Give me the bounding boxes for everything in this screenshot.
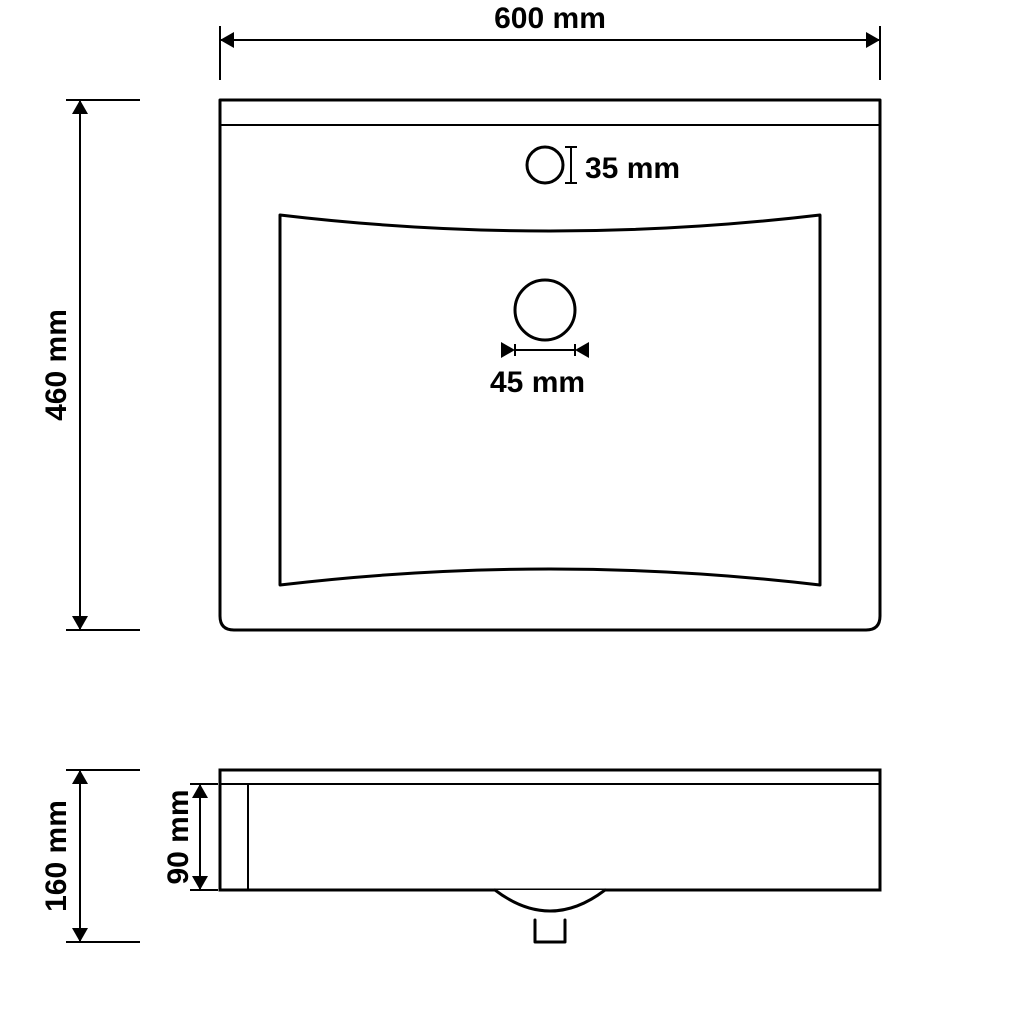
dim-side-inner-label: 90 mm: [162, 789, 195, 884]
dim-width-label: 600 mm: [494, 2, 606, 35]
drain-pipe: [535, 920, 565, 942]
dim-side-total-label: 160 mm: [40, 800, 73, 912]
top-view-outline: [220, 100, 880, 630]
dim-height-label: 460 mm: [40, 309, 73, 421]
side-view-outline: [220, 770, 880, 890]
drain-bulge: [495, 890, 605, 911]
dim-faucet-label: 35 mm: [585, 152, 680, 185]
dim-drain-label: 45 mm: [490, 366, 585, 399]
